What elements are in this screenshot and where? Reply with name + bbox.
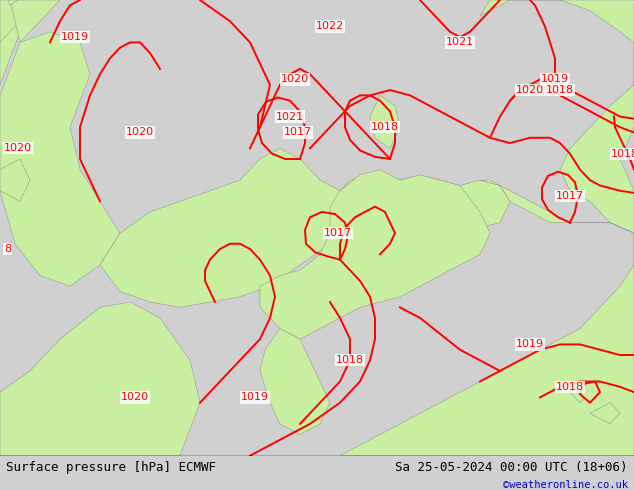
Polygon shape [0, 159, 30, 201]
Polygon shape [10, 0, 60, 43]
Polygon shape [480, 0, 634, 233]
Polygon shape [570, 382, 590, 403]
Polygon shape [260, 170, 490, 339]
Polygon shape [100, 148, 340, 307]
Text: 1019: 1019 [61, 32, 89, 42]
Text: 1017: 1017 [284, 127, 312, 138]
Text: 8: 8 [4, 244, 11, 254]
Text: 1022: 1022 [316, 22, 344, 31]
Polygon shape [340, 180, 634, 456]
Text: 1020: 1020 [516, 85, 544, 95]
Text: ©weatheronline.co.uk: ©weatheronline.co.uk [503, 480, 628, 490]
Polygon shape [260, 328, 330, 435]
Text: 1018: 1018 [556, 382, 584, 392]
Text: 1018: 1018 [611, 148, 634, 159]
Polygon shape [370, 96, 400, 148]
Text: 1020: 1020 [4, 144, 32, 153]
Polygon shape [580, 382, 600, 403]
Text: 1020: 1020 [281, 74, 309, 84]
Polygon shape [0, 0, 20, 85]
Text: 1017: 1017 [556, 191, 584, 201]
Polygon shape [0, 32, 120, 286]
Text: 1018: 1018 [336, 355, 364, 366]
Text: 1018: 1018 [371, 122, 399, 132]
Text: 1018: 1018 [546, 85, 574, 95]
Text: Sa 25-05-2024 00:00 UTC (18+06): Sa 25-05-2024 00:00 UTC (18+06) [395, 461, 628, 474]
Polygon shape [330, 175, 510, 233]
Text: 1017: 1017 [324, 228, 352, 238]
Polygon shape [8, 0, 18, 5]
Text: 1019: 1019 [516, 340, 544, 349]
Text: 1019: 1019 [541, 74, 569, 84]
Polygon shape [0, 0, 50, 43]
Text: 1021: 1021 [446, 37, 474, 48]
Polygon shape [0, 302, 200, 456]
Text: 1021: 1021 [276, 112, 304, 122]
Polygon shape [590, 403, 620, 424]
Text: 1020: 1020 [121, 392, 149, 402]
Text: Surface pressure [hPa] ECMWF: Surface pressure [hPa] ECMWF [6, 461, 216, 474]
Text: 1020: 1020 [126, 127, 154, 138]
Text: 1019: 1019 [241, 392, 269, 402]
